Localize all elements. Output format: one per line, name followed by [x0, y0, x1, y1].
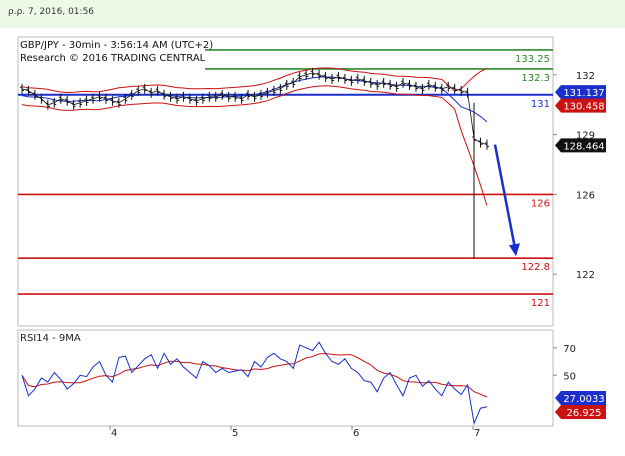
rsi-tag-label: 26.925 [567, 408, 602, 419]
rsi-tag-shape [555, 405, 606, 419]
level-label: 133.25 [515, 54, 550, 65]
upper-band-line [21, 67, 488, 94]
price-tag: 130.458 [555, 98, 606, 113]
rsi-ma-line [21, 352, 488, 398]
price-tag-shape [555, 138, 606, 153]
level-label: 126 [531, 198, 550, 209]
price-tick-label: 129 [576, 131, 595, 142]
level-label: 121 [531, 298, 550, 309]
x-tick-label: 4 [111, 428, 117, 439]
price-tick-label: 122 [576, 270, 595, 281]
price-tick-label: 132 [576, 71, 595, 82]
level-label: 122.8 [521, 262, 550, 273]
price-tag: 131.137 [555, 85, 606, 100]
rsi-tick-label: 70 [563, 344, 576, 355]
rsi-tag: 26.925 [555, 405, 606, 419]
rsi-panel-frame [17, 329, 554, 427]
x-tick-label: 5 [232, 428, 238, 439]
price-tag-label: 128.464 [563, 141, 604, 152]
rsi-tag: 27.0033 [555, 391, 606, 405]
rsi-tag-label: 27.0033 [563, 394, 604, 405]
date-bar: ρ.ρ. 7, 2016, 01:56 [0, 0, 625, 28]
chart-subtitle: Research © 2016 TRADING CENTRAL [20, 53, 206, 64]
forecast-arrow-line [493, 144, 517, 249]
price-tick-label: 126 [576, 190, 595, 201]
level-label: 132.3 [521, 73, 550, 84]
price-line [21, 72, 488, 145]
date-label: ρ.ρ. 7, 2016, 01:56 [8, 7, 95, 17]
price-tag-shape [555, 98, 606, 113]
price-tag-label: 130.458 [563, 102, 604, 113]
rsi-tick-label: 50 [563, 371, 576, 382]
price-tag-label: 131.137 [563, 88, 604, 99]
price-tag: 128.464 [555, 138, 606, 153]
rsi-line [21, 341, 488, 426]
rsi-label: RSI14 - 9MA [20, 333, 81, 344]
x-tick-label: 6 [353, 428, 359, 439]
chart-title: GBP/JPY - 30min - 3:56:14 AM (UTC+2) [20, 40, 213, 51]
price-panel-frame [17, 36, 554, 327]
rsi-tag-shape [555, 391, 606, 405]
level-label: 131 [531, 99, 550, 110]
lower-band-line [21, 85, 488, 206]
x-tick-label: 7 [474, 428, 480, 439]
forecast-arrow-head [509, 243, 520, 257]
price-tag-shape [555, 85, 606, 100]
